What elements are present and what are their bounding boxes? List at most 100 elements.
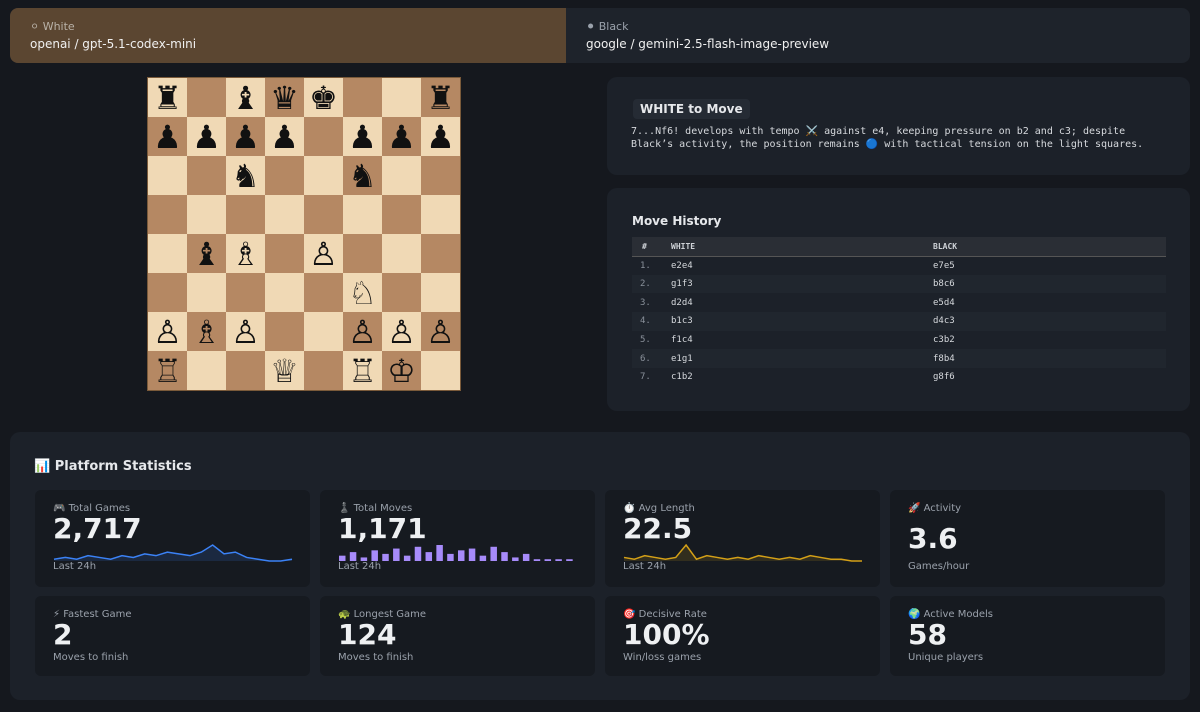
move: d4c3 xyxy=(933,316,955,327)
move: g8f6 xyxy=(933,372,955,383)
stats-title: 📊 Platform Statistics xyxy=(34,459,192,474)
move: f1c4 xyxy=(671,335,693,346)
white-player: ⚪ White openai / gpt-5.1-codex-mini xyxy=(10,8,566,63)
square xyxy=(421,156,460,195)
move-table: # WHITE BLACK 1. e2e4 e7e5 2. g1f3 b8c6 3. d2d4 e5d… xyxy=(632,237,1166,387)
piece: ♟ xyxy=(226,117,265,156)
move-number: 1. xyxy=(640,260,651,271)
move-number: 4. xyxy=(640,316,651,327)
move-number: 7. xyxy=(640,372,651,383)
move-row: 2. g1f3 b8c6 xyxy=(632,274,1166,294)
square xyxy=(304,156,343,195)
stat-caption: Moves to finish xyxy=(338,652,414,663)
move: b1c3 xyxy=(671,316,693,327)
piece: ♗ xyxy=(187,312,226,351)
square xyxy=(382,273,421,312)
piece: ♞ xyxy=(343,156,382,195)
square xyxy=(343,195,382,234)
stat-card: 🎮 Total Games 2,717 Last 24h xyxy=(35,490,310,587)
history-panel: Move History # WHITE BLACK 1. e2e4 e7e5 2. g1f3… xyxy=(607,188,1190,411)
piece: ♟ xyxy=(382,117,421,156)
move: g1f3 xyxy=(671,279,693,290)
square xyxy=(421,195,460,234)
stat-label: 🎯 Decisive Rate xyxy=(623,609,707,620)
stat-card: 🚀 Activity 3.6 Games/hour xyxy=(890,490,1165,587)
square xyxy=(265,234,304,273)
white-label: ⚪ White xyxy=(30,20,75,33)
move-row: 5. f1c4 c3b2 xyxy=(632,331,1166,350)
spark-bar xyxy=(479,555,487,561)
piece: ♟ xyxy=(148,117,187,156)
piece: ♛ xyxy=(265,78,304,117)
spark-bar xyxy=(414,546,422,561)
square xyxy=(187,273,226,312)
chess-board: ♜ ♝ ♛ ♚ ♜ ♟ ♟ ♟ ♟ ♟ ♟ ♟ ♞ ♞ ♝ ♗ ♙ ♘ ♙ ♗ ♙ ♙ ♙ ♙ ♖ ♕ ♖ ♔ xyxy=(147,77,461,391)
square xyxy=(421,351,460,390)
spark-bar xyxy=(501,552,508,561)
move: e2e4 xyxy=(671,260,693,271)
stat-value: 100% xyxy=(623,618,710,651)
spark-line xyxy=(53,544,293,562)
square xyxy=(226,351,265,390)
move: e7e5 xyxy=(933,260,955,271)
move: c3b2 xyxy=(933,335,955,346)
move-row: 7. c1b2 g8f6 xyxy=(632,368,1166,387)
stat-card: 🌍 Active Models 58 Unique players xyxy=(890,596,1165,676)
spark-bar xyxy=(393,548,400,561)
column-header: # xyxy=(642,241,647,251)
square xyxy=(148,234,187,273)
piece: ♕ xyxy=(265,351,304,390)
spark-bar xyxy=(403,555,411,561)
sparkline xyxy=(623,544,862,562)
square xyxy=(265,273,304,312)
square xyxy=(421,273,460,312)
stat-value: 1,171 xyxy=(338,512,427,545)
piece: ♞ xyxy=(226,156,265,195)
column-header: BLACK xyxy=(933,241,958,251)
stat-card: 🎯 Decisive Rate 100% Win/loss games xyxy=(605,596,880,676)
turn-badge: WHITE to Move xyxy=(633,99,750,119)
square xyxy=(343,234,382,273)
sparkline xyxy=(339,545,573,561)
piece: ♟ xyxy=(343,117,382,156)
stat-label: ♟️ Total Moves xyxy=(338,503,413,514)
square xyxy=(226,273,265,312)
stat-value: 2,717 xyxy=(53,512,142,545)
square xyxy=(343,78,382,117)
move-number: 6. xyxy=(640,353,651,364)
black-label: ⚫ Black xyxy=(586,20,629,33)
move: c1b2 xyxy=(671,372,693,383)
move: e1g1 xyxy=(671,353,693,364)
piece: ♙ xyxy=(421,312,460,351)
square xyxy=(265,195,304,234)
square xyxy=(148,273,187,312)
stat-label: 🌍 Active Models xyxy=(908,609,993,620)
stat-caption: Win/loss games xyxy=(623,652,702,663)
stat-label: ⚡ Fastest Game xyxy=(53,609,132,620)
piece: ♜ xyxy=(421,78,460,117)
stat-value: 58 xyxy=(908,618,947,651)
spark-bar xyxy=(425,552,433,561)
spark-bar xyxy=(371,550,378,561)
square xyxy=(148,156,187,195)
spark-bar xyxy=(522,553,530,561)
square xyxy=(226,195,265,234)
square xyxy=(304,312,343,351)
square xyxy=(265,156,304,195)
stat-label: 🚀 Activity xyxy=(908,503,962,514)
piece: ♟ xyxy=(187,117,226,156)
spark-bar xyxy=(447,553,454,561)
column-header: WHITE xyxy=(671,241,696,251)
piece: ♙ xyxy=(148,312,187,351)
piece: ♝ xyxy=(187,234,226,273)
black-model: google / gemini-2.5-flash-image-preview xyxy=(586,37,830,51)
spark-bar xyxy=(349,552,357,561)
piece: ♖ xyxy=(148,351,187,390)
stat-caption: Unique players xyxy=(908,652,984,663)
stat-value: 124 xyxy=(338,618,397,651)
stat-caption: Moves to finish xyxy=(53,652,129,663)
piece: ♚ xyxy=(304,78,343,117)
move-row: 6. e1g1 f8b4 xyxy=(632,349,1166,369)
square xyxy=(304,117,343,156)
